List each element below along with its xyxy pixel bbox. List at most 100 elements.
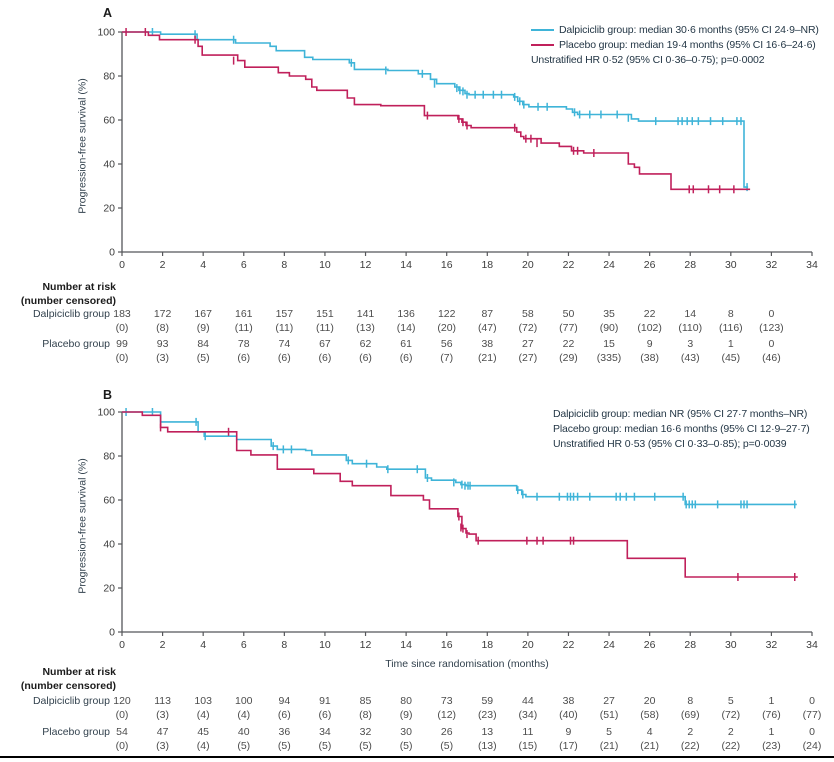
x-tick-label: 10: [319, 639, 331, 651]
risk-count: 2: [687, 726, 694, 738]
risk-count: 8: [727, 308, 734, 320]
risk-count: 14: [684, 308, 697, 320]
x-tick-label: 6: [241, 259, 247, 271]
risk-count: 1: [768, 726, 775, 738]
x-tick-label: 12: [360, 639, 372, 651]
legend-entry: Placebo group: median 19·4 months (95% C…: [531, 37, 819, 52]
legend-entry: Placebo group: median 16·6 months (95% C…: [553, 421, 810, 436]
risk-censored: (6): [277, 709, 291, 721]
risk-row-label-placebo: Placebo group: [42, 338, 110, 350]
risk-count: 141: [356, 308, 375, 320]
risk-count: 1: [768, 695, 775, 707]
risk-count: 183: [113, 308, 131, 320]
risk-censored: (17): [559, 740, 578, 752]
risk-count: 167: [194, 308, 212, 320]
risk-censored: (14): [396, 322, 416, 334]
risk-count: 99: [116, 338, 128, 350]
risk-censored: (5): [440, 740, 454, 752]
x-tick-label: 4: [200, 259, 206, 271]
x-tick-label: 28: [684, 639, 696, 651]
legend-text: Dalpiciclib group: median NR (95% CI 27·…: [553, 407, 808, 420]
risk-censored: (102): [637, 322, 662, 334]
legend-entry: Dalpiciclib group: median 30·6 months (9…: [531, 22, 819, 37]
risk-censored: (5): [196, 352, 210, 364]
risk-count: 9: [565, 726, 572, 738]
risk-count: 40: [237, 726, 250, 738]
risk-count: 11: [522, 726, 534, 738]
risk-censored: (23): [477, 709, 497, 721]
risk-censored: (23): [762, 740, 781, 752]
risk-censored: (9): [196, 322, 210, 334]
x-tick-label: 8: [281, 259, 287, 271]
x-tick-label: 24: [603, 259, 615, 271]
risk-censored: (5): [359, 740, 372, 752]
risk-count: 85: [359, 695, 372, 707]
x-tick-label: 2: [160, 639, 166, 651]
km-curve-dalpiciclib-a: [122, 31, 749, 188]
risk-count: 27: [522, 338, 534, 350]
y-tick-label: 0: [109, 247, 115, 259]
x-tick-label: 0: [119, 259, 125, 271]
risk-count: 9: [646, 338, 653, 350]
risk-count: 5: [606, 726, 612, 738]
risk-censored: (76): [762, 709, 781, 721]
risk-count: 0: [809, 695, 815, 707]
risk-censored: (0): [115, 740, 129, 752]
risk-count: 56: [440, 338, 453, 350]
x-tick-label: 34: [806, 639, 818, 651]
risk-censored: (5): [277, 740, 291, 752]
risk-count: 58: [522, 308, 534, 320]
risk-censored: (4): [196, 740, 210, 752]
risk-censored: (27): [518, 352, 538, 364]
risk-censored: (123): [759, 322, 784, 334]
risk-count: 78: [237, 338, 250, 350]
km-curve-placebo-a: [122, 31, 751, 191]
risk-count: 38: [562, 695, 575, 707]
panel-a-ylabel-wrap: Progression-free survival (%): [0, 78, 228, 213]
risk-censored: (13): [477, 740, 497, 752]
y-tick-label: 20: [103, 203, 115, 215]
risk-censored: (38): [640, 352, 659, 364]
panel-b-ylabel: Progression-free survival (%): [77, 458, 89, 594]
risk-count: 20: [643, 695, 656, 707]
risk-censored: (7): [440, 352, 454, 364]
x-tick-label: 16: [441, 259, 453, 271]
risk-censored: (11): [315, 322, 334, 334]
x-tick-label: 4: [200, 639, 206, 651]
risk-count: 35: [603, 308, 615, 320]
risk-count: 161: [234, 308, 253, 320]
risk-count: 84: [197, 338, 210, 350]
y-tick-label: 20: [103, 583, 115, 595]
risk-count: 30: [400, 726, 412, 738]
risk-count: 34: [319, 726, 331, 738]
risk-count: 80: [400, 695, 412, 707]
risk-count: 59: [481, 695, 494, 707]
risk-count: 2: [727, 726, 734, 738]
risk-censored: (5): [237, 740, 251, 752]
risk-censored: (45): [721, 352, 741, 364]
risk-censored: (0): [115, 322, 129, 334]
risk-censored: (6): [318, 709, 332, 721]
risk-header-line1: Number at risk: [42, 281, 116, 293]
risk-censored: (69): [680, 709, 700, 721]
x-tick-label: 24: [603, 639, 615, 651]
x-axis-label: Time since randomisation (months): [385, 658, 549, 670]
legend-text: Placebo group: median 16·6 months (95% C…: [553, 422, 810, 435]
y-tick-label: 40: [103, 539, 115, 551]
risk-censored: (0): [115, 352, 129, 364]
risk-count: 32: [359, 726, 372, 738]
risk-count: 44: [522, 695, 534, 707]
risk-count: 120: [113, 695, 131, 707]
risk-count: 103: [194, 695, 212, 707]
x-tick-label: 20: [522, 639, 534, 651]
risk-count: 36: [278, 726, 291, 738]
y-tick-label: 80: [103, 71, 115, 83]
legend-text: Unstratified HR 0·53 (95% CI 0·33–0·85);…: [553, 437, 787, 450]
risk-count: 5: [727, 695, 734, 707]
risk-count: 27: [603, 695, 615, 707]
risk-row-label-placebo: Placebo group: [42, 726, 110, 738]
risk-censored: (72): [518, 322, 538, 334]
risk-censored: (4): [196, 709, 210, 721]
risk-count: 67: [319, 338, 331, 350]
